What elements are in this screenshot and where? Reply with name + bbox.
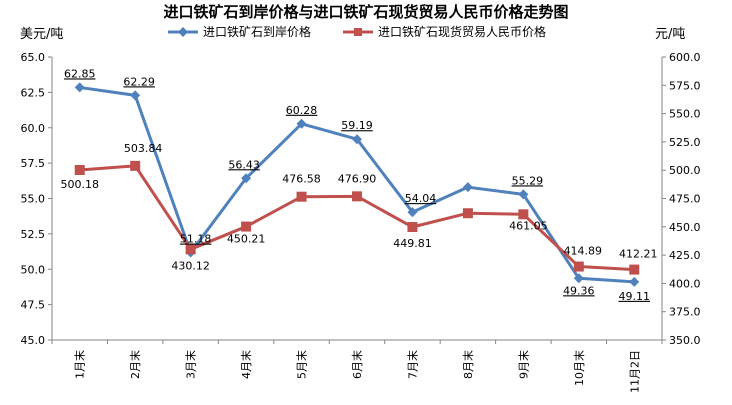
left-tick-label: 45.0 xyxy=(21,334,46,347)
data-point-series-1 xyxy=(518,189,529,200)
data-label-series-1: 54.04 xyxy=(405,192,437,205)
x-tick-label: 1月末 xyxy=(73,350,87,379)
left-tick-label: 57.5 xyxy=(21,157,46,170)
data-label-series-1: 62.29 xyxy=(123,75,155,88)
data-point-series-2 xyxy=(462,208,473,219)
data-label-series-2: 450.21 xyxy=(227,233,266,246)
data-label-series-2: 476.90 xyxy=(338,172,377,185)
data-label-series-1: 49.36 xyxy=(563,284,595,297)
data-labels: 62.85 62.29 51.18 56.43 60.28 59.19 54.04 55.29… xyxy=(60,67,657,302)
data-label-series-2: 449.81 xyxy=(393,237,432,250)
data-point-series-1 xyxy=(629,276,640,287)
data-label-series-2: 476.58 xyxy=(282,173,321,186)
data-label-series-1: 49.11 xyxy=(619,290,651,303)
right-tick-label: 600.0 xyxy=(669,51,701,64)
data-point-series-1 xyxy=(241,173,252,184)
data-label-series-1: 55.29 xyxy=(512,174,544,187)
data-point-series-2 xyxy=(74,164,85,175)
data-label-series-2: 412.21 xyxy=(619,248,658,261)
legend-marker-series-1 xyxy=(178,27,188,37)
data-point-series-2 xyxy=(296,191,307,202)
x-tick-label: 10月末 xyxy=(572,350,586,386)
data-label-series-2: 414.89 xyxy=(564,245,603,258)
data-point-series-1 xyxy=(462,182,473,193)
data-label-series-2: 430.12 xyxy=(171,259,210,272)
left-tick-label: 62.5 xyxy=(21,86,46,99)
right-tick-label: 475.0 xyxy=(669,193,701,206)
x-tick-label: 8月末 xyxy=(461,350,475,379)
x-tick-label: 9月末 xyxy=(516,350,530,379)
legend-marker-series-2 xyxy=(354,28,362,36)
data-point-series-1 xyxy=(296,118,307,129)
data-point-series-2 xyxy=(629,264,640,275)
data-point-series-2 xyxy=(130,160,141,171)
left-tick-label: 50.0 xyxy=(21,263,46,276)
left-tick-label: 55.0 xyxy=(21,193,46,206)
data-point-series-2 xyxy=(185,244,196,255)
legend: 进口铁矿石到岸价格 进口铁矿石现货贸易人民币价格 xyxy=(168,24,546,39)
data-point-series-1 xyxy=(74,82,85,93)
right-tick-label: 500.0 xyxy=(669,164,701,177)
data-label-series-2: 500.18 xyxy=(60,178,99,191)
right-axis-unit: 元/吨 xyxy=(655,27,685,42)
right-tick-label: 550.0 xyxy=(669,108,701,121)
data-label-series-1: 62.85 xyxy=(64,67,96,80)
data-point-series-2 xyxy=(518,209,529,220)
x-tick-label: 7月末 xyxy=(405,350,419,379)
legend-label-series-2: 进口铁矿石现货贸易人民币价格 xyxy=(378,24,546,39)
data-label-series-1: 59.19 xyxy=(341,119,373,132)
data-point-series-2 xyxy=(352,191,362,202)
data-label-series-2: 461.05 xyxy=(509,219,548,232)
x-tick-label: 4月末 xyxy=(239,350,253,379)
data-label-series-1: 51.18 xyxy=(180,233,212,246)
series-markers xyxy=(74,82,640,287)
right-tick-label: 400.0 xyxy=(669,277,701,290)
x-tick-label: 5月末 xyxy=(295,350,309,379)
right-tick-label: 425.0 xyxy=(669,249,701,262)
data-point-series-2 xyxy=(573,261,584,272)
right-tick-label: 450.0 xyxy=(669,221,701,234)
right-tick-label: 375.0 xyxy=(669,306,701,319)
right-tick-label: 525.0 xyxy=(669,136,701,149)
x-tick-label: 11月2日 xyxy=(628,350,641,393)
left-tick-label: 60.0 xyxy=(21,122,46,135)
data-label-series-1: 56.43 xyxy=(228,158,260,171)
data-point-series-1 xyxy=(352,134,362,145)
data-label-series-1: 60.28 xyxy=(286,104,318,117)
data-point-series-1 xyxy=(130,90,141,101)
axes: 45.0 47.5 50.0 52.5 55.0 57.5 60.0 62.5 65.0 350.… xyxy=(21,51,701,393)
data-point-series-1 xyxy=(573,273,584,284)
chart-title: 进口铁矿石到岸价格与进口铁矿石现货贸易人民币价格走势图 xyxy=(163,3,568,21)
x-tick-label: 3月末 xyxy=(184,350,198,379)
data-point-series-1 xyxy=(407,207,418,218)
data-label-series-2: 503.84 xyxy=(124,142,163,155)
x-tick-label: 6月末 xyxy=(350,350,364,379)
data-point-series-2 xyxy=(241,221,252,232)
left-tick-label: 65.0 xyxy=(21,51,46,64)
left-tick-label: 47.5 xyxy=(21,299,46,312)
right-tick-label: 350.0 xyxy=(669,334,701,347)
x-tick-label: 2月末 xyxy=(128,350,142,379)
left-tick-label: 52.5 xyxy=(21,228,46,241)
legend-label-series-1: 进口铁矿石到岸价格 xyxy=(203,24,311,39)
data-point-series-2 xyxy=(407,222,418,233)
left-axis-unit: 美元/吨 xyxy=(20,27,63,42)
right-tick-label: 575.0 xyxy=(669,79,701,92)
